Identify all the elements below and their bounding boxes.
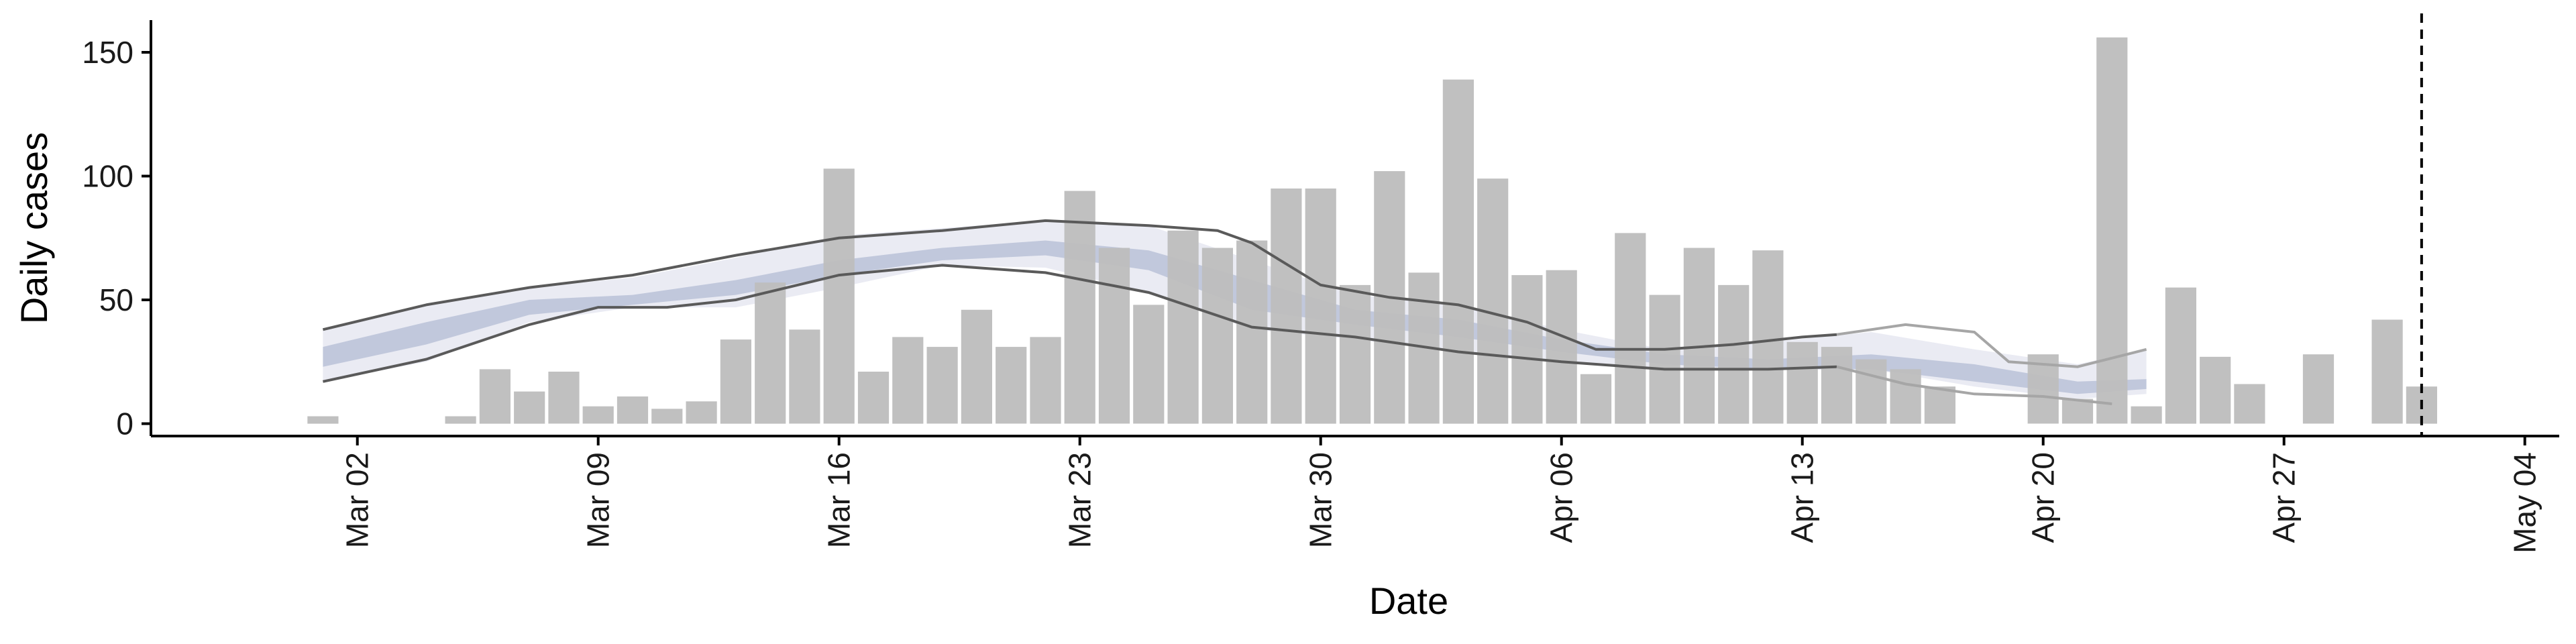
bar [1924, 386, 1955, 424]
bound-lines [322, 219, 2147, 405]
bar [1477, 178, 1509, 424]
x-tick-label: Mar 09 [581, 452, 616, 548]
bar [1752, 250, 1784, 424]
bar [1339, 284, 1371, 424]
bar [307, 416, 339, 424]
bar [2131, 406, 2162, 424]
bar [2200, 356, 2231, 424]
bar [2234, 384, 2265, 424]
bar [2371, 319, 2403, 424]
bar [1683, 248, 1715, 424]
x-tick-label: Mar 02 [340, 452, 375, 548]
bar [1649, 294, 1680, 424]
bar [2096, 37, 2128, 424]
bar [514, 391, 545, 424]
bar [445, 416, 476, 424]
bar [755, 282, 786, 424]
bar [1580, 374, 1612, 424]
upper-bound-line-faded [1836, 323, 2147, 368]
upper-bound-line [322, 219, 1837, 351]
axes: 0 50 100 150 Mar 02 Mar 09 Mar 16 Mar 23 Mar 30 A… [82, 20, 2559, 553]
x-tick-label: Apr 13 [1785, 452, 1820, 543]
x-tick-label: May 04 [2508, 452, 2542, 553]
y-axis-title: Daily cases [13, 132, 55, 324]
bar [926, 347, 958, 424]
bar [1098, 248, 1130, 424]
bar [1201, 248, 1233, 424]
y-tick-label: 0 [116, 407, 133, 441]
x-tick-label: Apr 27 [2267, 452, 2302, 543]
bar [548, 372, 580, 424]
bar [823, 168, 855, 424]
bar [857, 372, 890, 424]
bar [892, 337, 924, 424]
bar [2061, 398, 2094, 424]
bar [961, 309, 992, 424]
bar [720, 339, 751, 424]
bar [2165, 287, 2196, 424]
bar [616, 396, 649, 424]
bar [1167, 230, 1199, 424]
bar [1821, 347, 1853, 424]
bar [479, 369, 511, 424]
lower-bound-line [322, 264, 1837, 383]
bar [1236, 240, 1268, 424]
x-tick-label: Mar 16 [822, 452, 857, 548]
y-tick-label: 150 [82, 35, 133, 70]
y-tick-label: 100 [82, 159, 133, 194]
bar [686, 401, 717, 424]
bar [1718, 284, 1750, 424]
bar [789, 329, 820, 424]
lower-bound-line-faded [1836, 365, 2112, 405]
bar [1615, 233, 1646, 424]
bar [1890, 369, 1921, 424]
bar [996, 347, 1027, 424]
bar [1030, 337, 1061, 424]
bar [1546, 270, 1577, 424]
bar [1786, 341, 1818, 424]
bar [2302, 354, 2334, 424]
bar [1511, 275, 1543, 424]
bar [1856, 359, 1887, 424]
bar [1271, 189, 1302, 424]
bar [582, 406, 614, 424]
bar [1442, 79, 1474, 424]
y-tick-label: 50 [99, 282, 133, 317]
x-axis-title: Date [1369, 580, 1448, 622]
bar [651, 409, 683, 424]
x-tick-label: Apr 20 [2026, 452, 2061, 543]
bar-series [307, 37, 2437, 424]
bar [1133, 305, 1165, 424]
bar [1305, 189, 1336, 424]
x-tick-label: Apr 06 [1544, 452, 1579, 543]
bar [1064, 191, 1095, 424]
x-tick-label: Mar 23 [1063, 452, 1097, 548]
x-tick-label: Mar 30 [1303, 452, 1338, 548]
